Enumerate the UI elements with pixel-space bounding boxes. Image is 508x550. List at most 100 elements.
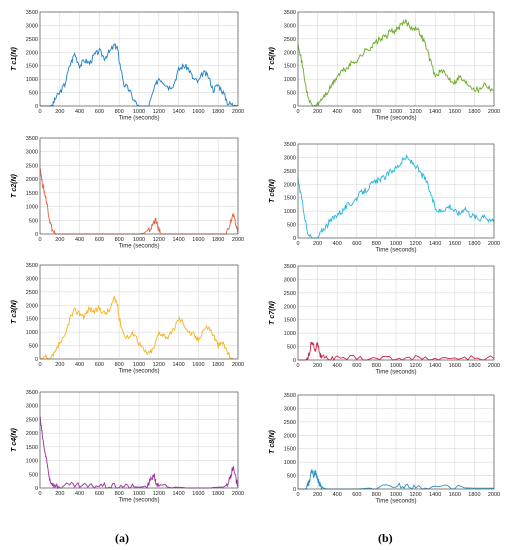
y-axis-label: T c2(N): [11, 173, 18, 197]
y-tick-label: 0: [293, 104, 296, 110]
y-tick-label: 500: [29, 472, 38, 478]
y-tick-label: 2500: [284, 169, 296, 175]
y-tick-label: 0: [35, 104, 38, 110]
x-tick-label: 1200: [153, 491, 165, 497]
x-axis-label: Time (seconds): [118, 369, 159, 375]
x-axis-label: Time (seconds): [375, 370, 416, 376]
x-tick-label: 1000: [390, 109, 402, 115]
x-tick-label: 400: [333, 241, 342, 247]
y-tick-label: 2500: [284, 291, 296, 297]
x-tick-label: 600: [352, 363, 361, 369]
y-tick-label: 2500: [26, 37, 38, 43]
x-tick-label: 0: [296, 363, 299, 369]
x-tick-label: 1800: [468, 241, 480, 247]
y-tick-label: 3000: [284, 155, 296, 161]
x-tick-label: 200: [55, 491, 64, 497]
chart-panel-7: 0 500 1000 1500 2000 2500 3000 3500 0 200 400 600 80…: [269, 264, 500, 376]
x-tick-label: 800: [115, 491, 124, 497]
x-tick-label: 1000: [390, 492, 402, 498]
x-tick-label: 2000: [232, 109, 244, 115]
x-tick-label: 1200: [409, 363, 421, 369]
y-tick-label: 2000: [26, 431, 38, 437]
x-tick-label: 600: [95, 491, 104, 497]
y-tick-label: 2000: [284, 182, 296, 188]
y-tick-label: 1500: [26, 445, 38, 451]
chart-panel-1: 0 500 1000 1500 2000 2500 3000 3500 0 200 400 600 80…: [11, 10, 244, 122]
y-tick-label: 1500: [284, 196, 296, 202]
x-tick-label: 1200: [153, 237, 165, 243]
x-tick-label: 1400: [172, 109, 184, 115]
y-tick-label: 1000: [26, 330, 38, 336]
y-tick-label: 3000: [284, 23, 296, 29]
y-tick-label: 2000: [26, 303, 38, 309]
y-tick-label: 3000: [26, 23, 38, 29]
plot-frame: [39, 391, 239, 489]
x-tick-label: 800: [372, 109, 381, 115]
y-tick-label: 0: [293, 358, 296, 364]
x-tick-label: 2000: [232, 362, 244, 368]
x-tick-label: 1400: [429, 241, 441, 247]
x-tick-label: 2000: [232, 237, 244, 243]
plot-frame: [297, 143, 495, 239]
x-tick-label: 600: [95, 362, 104, 368]
y-tick-label: 500: [29, 91, 38, 97]
x-axis-label: Time (seconds): [375, 248, 416, 254]
y-tick-label: 0: [35, 486, 38, 492]
x-tick-label: 1800: [212, 491, 224, 497]
y-tick-label: 2500: [284, 420, 296, 426]
y-tick-label: 2000: [26, 177, 38, 183]
x-tick-label: 1000: [133, 362, 145, 368]
x-tick-label: 200: [313, 241, 322, 247]
y-tick-label: 2500: [26, 290, 38, 296]
y-tick-label: 0: [293, 236, 296, 242]
x-tick-label: 0: [38, 109, 41, 115]
x-tick-label: 1200: [153, 109, 165, 115]
x-tick-label: 600: [352, 241, 361, 247]
x-tick-label: 600: [352, 492, 361, 498]
x-tick-label: 1600: [449, 241, 461, 247]
y-tick-label: 0: [35, 232, 38, 238]
y-tick-label: 1000: [284, 331, 296, 337]
y-tick-label: 2500: [26, 417, 38, 423]
y-tick-label: 500: [29, 344, 38, 350]
x-tick-label: 2000: [488, 109, 500, 115]
x-tick-label: 0: [38, 491, 41, 497]
y-axis-label: T c7(N): [269, 300, 276, 324]
x-tick-label: 1400: [172, 362, 184, 368]
x-tick-label: 200: [313, 109, 322, 115]
y-tick-label: 1500: [26, 64, 38, 70]
x-axis-label: Time (seconds): [375, 116, 416, 122]
x-tick-label: 0: [38, 237, 41, 243]
y-tick-label: 3000: [26, 150, 38, 156]
x-tick-label: 0: [296, 109, 299, 115]
x-tick-label: 1600: [192, 109, 204, 115]
x-tick-label: 200: [313, 492, 322, 498]
y-tick-label: 2500: [26, 163, 38, 169]
chart-panel-6: 0 500 1000 1500 2000 2500 3000 3500 0 200 400 600 80…: [269, 142, 500, 254]
y-axis-label: T c1(N): [11, 46, 18, 70]
y-tick-label: 2000: [26, 50, 38, 56]
x-tick-label: 0: [296, 241, 299, 247]
y-tick-label: 2000: [284, 304, 296, 310]
y-tick-label: 3000: [284, 277, 296, 283]
y-tick-label: 500: [287, 345, 296, 351]
y-axis-label: T c6(N): [269, 178, 276, 202]
series-line: [39, 295, 234, 360]
x-tick-label: 600: [95, 109, 104, 115]
plot-frame: [297, 11, 495, 107]
x-tick-label: 1800: [468, 363, 480, 369]
y-tick-label: 500: [29, 218, 38, 224]
x-tick-label: 800: [115, 237, 124, 243]
y-tick-label: 500: [287, 223, 296, 229]
x-tick-label: 1000: [133, 109, 145, 115]
x-tick-label: 1800: [212, 109, 224, 115]
x-tick-label: 1600: [192, 491, 204, 497]
y-tick-label: 1000: [284, 77, 296, 83]
series-line: [297, 154, 495, 239]
x-tick-label: 1400: [429, 109, 441, 115]
y-tick-label: 3000: [284, 406, 296, 412]
series-line: [298, 469, 494, 491]
x-tick-label: 2000: [488, 363, 500, 369]
y-tick-label: 3500: [26, 390, 38, 396]
